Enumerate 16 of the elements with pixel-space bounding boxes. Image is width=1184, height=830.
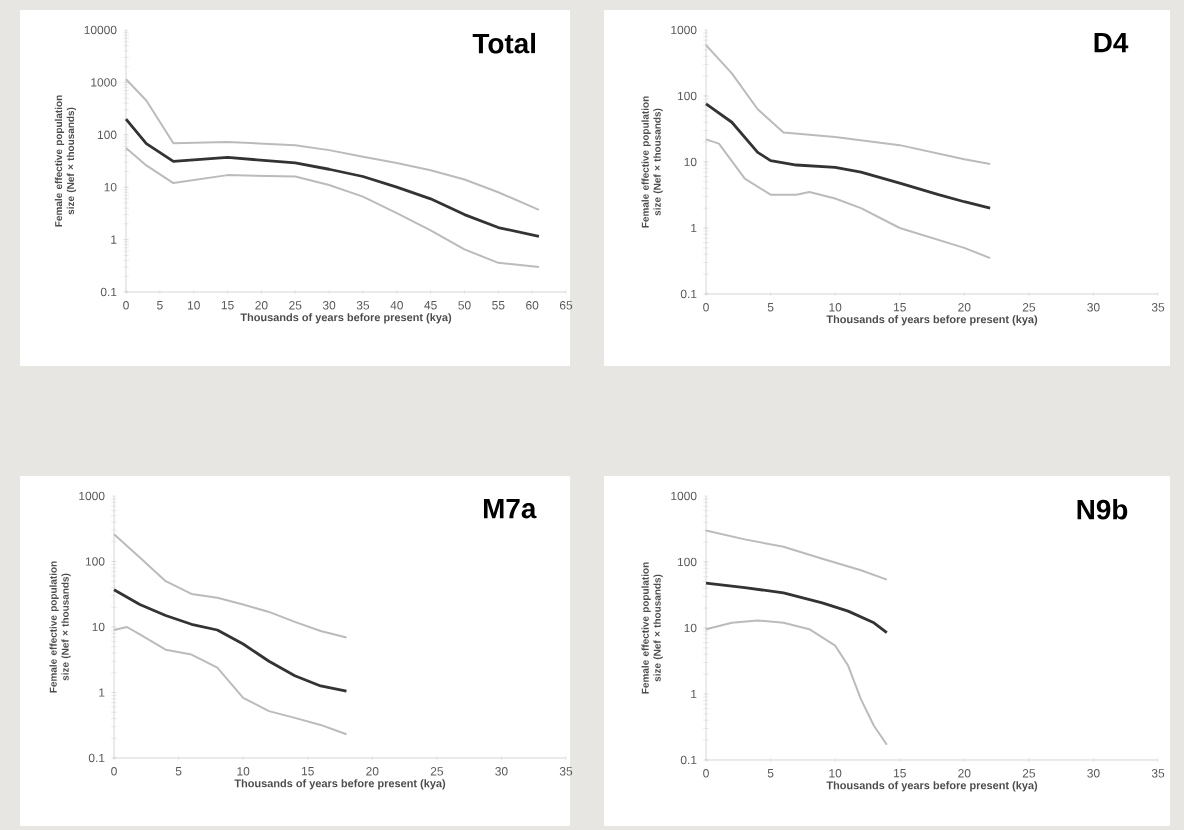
chart-title: D4	[1094, 32, 1129, 53]
line-series	[112, 588, 348, 693]
line-series	[704, 102, 992, 210]
line-series	[113, 626, 348, 736]
chart-title: N9b	[1077, 498, 1128, 520]
line-series	[705, 619, 888, 746]
line-series	[705, 529, 888, 581]
line-series	[705, 138, 992, 260]
line-series	[125, 146, 540, 268]
line-series	[705, 44, 992, 166]
line-series	[113, 533, 348, 639]
line-series	[125, 78, 540, 211]
line-series	[124, 117, 541, 238]
chart-title: Total	[472, 32, 536, 54]
chart-title: M7a	[483, 498, 537, 519]
line-series	[704, 581, 889, 635]
